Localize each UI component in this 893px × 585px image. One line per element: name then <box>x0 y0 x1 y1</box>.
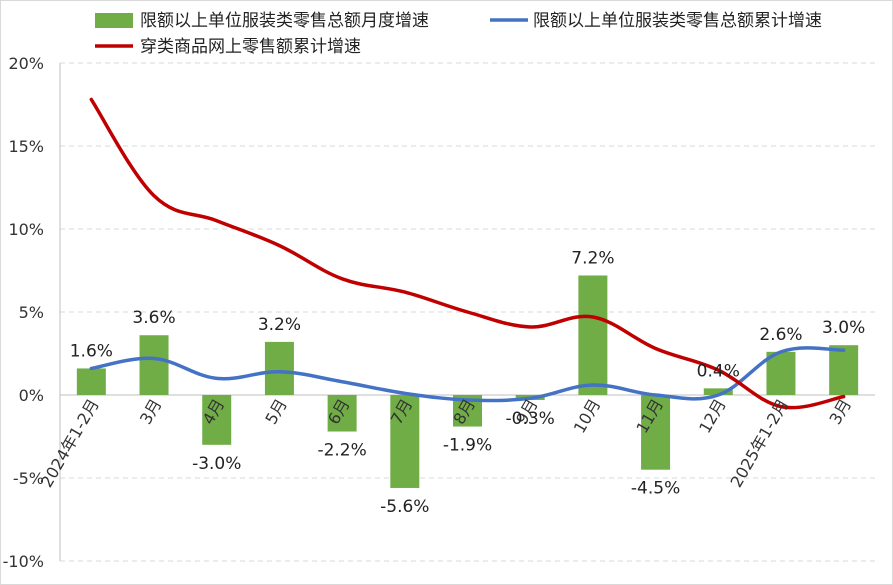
data-label: -5.6% <box>380 497 429 517</box>
y-tick-label: 20% <box>8 54 44 73</box>
bar <box>390 395 420 488</box>
bar <box>703 388 733 395</box>
y-tick-label: 15% <box>8 137 44 156</box>
data-label: 0.4% <box>697 361 740 381</box>
y-tick-labels: 20% 15% 10% 5% 0% -5% -10% <box>3 54 44 571</box>
online-sales-growth-line <box>89 97 846 410</box>
bar <box>766 351 796 395</box>
data-label: -1.9% <box>443 436 492 456</box>
data-label: -2.2% <box>317 441 366 461</box>
bar <box>578 275 608 395</box>
bar <box>264 341 294 395</box>
data-label: 7.2% <box>571 248 614 268</box>
data-label: -3.0% <box>192 454 241 474</box>
line-series <box>89 97 846 410</box>
y-tick-label: 0% <box>19 386 44 405</box>
bar <box>139 335 169 395</box>
data-labels: 1.6% 3.6% -3.0% 3.2% -2.2% -5.6% -1.9% -0.3% 7.2… <box>70 248 866 516</box>
legend-swatch-monthly-bar <box>95 13 133 28</box>
legend-label-cumulative: 限额以上单位服装类零售总额累计增速 <box>533 11 822 31</box>
legend: 限额以上单位服装类零售总额月度增速 限额以上单位服装类零售总额累计增速 穿类商品… <box>95 11 822 57</box>
cumulative-growth-line <box>89 346 846 403</box>
data-label: -4.5% <box>631 479 680 499</box>
data-label: 3.6% <box>132 308 175 328</box>
legend-label-monthly: 限额以上单位服装类零售总额月度增速 <box>140 11 429 31</box>
y-tick-label: -10% <box>3 552 44 571</box>
bar <box>76 368 106 395</box>
y-tick-label: -5% <box>13 469 44 488</box>
data-label: 2.6% <box>759 325 802 345</box>
bar <box>829 345 859 395</box>
bar <box>202 395 232 445</box>
data-label: 3.2% <box>258 315 301 335</box>
y-tick-label: 10% <box>8 220 44 239</box>
y-tick-label: 5% <box>19 303 44 322</box>
data-label: -0.3% <box>506 409 555 429</box>
legend-label-online: 穿类商品网上零售额累计增速 <box>140 37 361 57</box>
data-label: 1.6% <box>70 341 113 361</box>
bar <box>641 395 671 470</box>
data-label: 3.0% <box>822 318 865 338</box>
bar <box>327 395 357 432</box>
